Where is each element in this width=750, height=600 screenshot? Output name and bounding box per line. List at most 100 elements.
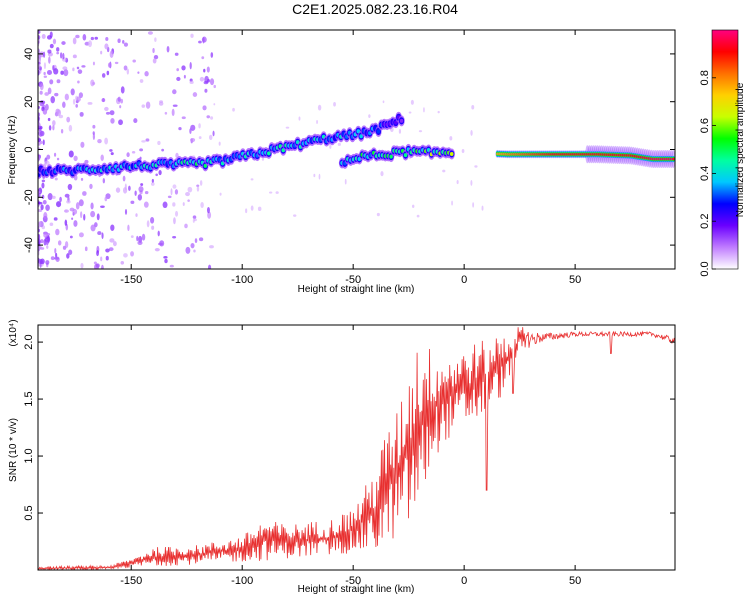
spectrogram-noise-blob xyxy=(101,73,106,78)
spectrogram-noise-blob xyxy=(139,148,144,152)
spectrogram-noise-blob xyxy=(38,112,41,117)
spectrogram-noise-blob xyxy=(92,124,96,129)
spectrogram-noise-blob xyxy=(172,202,176,207)
spectrogram-noise-blob xyxy=(170,188,173,196)
spectrogram-noise-blob xyxy=(90,224,96,232)
spectrogram-noise-blob xyxy=(45,238,49,246)
spectrogram-noise-blob xyxy=(208,264,212,269)
spectrogram-noise-blob xyxy=(80,211,83,219)
spectrogram-noise-blob xyxy=(120,260,125,265)
spectrogram-noise-blob xyxy=(109,110,115,116)
spectrogram-x-tick-label: -100 xyxy=(231,274,253,286)
spectrogram-noise-blob xyxy=(68,249,73,255)
spectrogram-noise-blob xyxy=(44,92,49,96)
spectrogram-noise-blob xyxy=(56,47,60,52)
spectrogram-noise-blob xyxy=(108,247,114,252)
spectrogram-noise-blob xyxy=(104,196,108,202)
spectrogram-noise-blob xyxy=(181,116,186,120)
spectrogram-noise-blob xyxy=(158,169,162,176)
spectrogram-noise-blob xyxy=(198,136,202,140)
spectrogram-noise-blob xyxy=(73,155,78,162)
spectrogram-noise-blob xyxy=(192,92,198,97)
spectrogram-noise-blob xyxy=(213,84,217,89)
spectrogram-noise-blob xyxy=(123,253,128,258)
spectrogram-noise-blob xyxy=(75,34,80,39)
spectrogram-noise-blob xyxy=(55,256,60,262)
snr-y-tick-label: 2.0 xyxy=(23,334,35,349)
spectrogram-noise-blob xyxy=(449,136,453,141)
spectrogram-noise-blob xyxy=(329,144,332,149)
spectrogram-noise-blob xyxy=(126,152,130,158)
spectrogram-noise-blob xyxy=(58,114,64,119)
spectrogram-noise-blob xyxy=(418,130,423,133)
spectrogram-noise-blob xyxy=(442,169,446,173)
spectrogram-noise-blob xyxy=(182,202,185,206)
spectrogram-noise-blob xyxy=(67,183,73,191)
spectrogram-y-tick-label: 40 xyxy=(23,48,35,60)
spectrogram-noise-blob xyxy=(451,200,453,206)
spectrogram-noise-blob xyxy=(90,36,95,41)
spectrogram-noise-blob xyxy=(199,180,203,186)
spectrogram-noise-blob xyxy=(87,40,92,48)
spectrogram-y-tick-label: 20 xyxy=(23,96,35,108)
colorbar-tick-label: 0.8 xyxy=(699,70,711,85)
spectrogram-noise-blob xyxy=(139,79,144,83)
spectrogram-noise-blob xyxy=(382,100,385,104)
spectrogram-main-trace-mark xyxy=(376,129,381,134)
spectrogram-secondary-trace-mark xyxy=(449,151,454,156)
snr-y-tick-label: 0.5 xyxy=(23,505,35,520)
colorbar-ticks: 0.0 0.2 0.4 0.6 0.8 xyxy=(699,70,716,277)
spectrogram-noise-blob xyxy=(141,104,146,108)
spectrogram-noise-blob xyxy=(213,103,216,106)
spectrogram-noise-blob xyxy=(157,230,160,237)
spectrogram-noise-blob xyxy=(144,71,149,77)
spectrogram-noise-blob xyxy=(38,221,42,227)
spectrogram-noise-blob xyxy=(90,202,94,210)
spectrogram-noise-blob xyxy=(232,107,235,112)
spectrogram-noise-blob xyxy=(72,37,77,45)
spectrogram-noise-blob xyxy=(56,201,62,208)
spectrogram-noise-blob xyxy=(198,40,202,44)
spectrogram-noise-blob xyxy=(261,158,265,161)
spectrogram-y-tick-label: 0 xyxy=(23,146,35,152)
spectrogram-noise-blob xyxy=(94,36,99,40)
spectrogram-noise-blob xyxy=(196,184,200,188)
spectrogram-noise-blob xyxy=(218,141,221,146)
spectrogram-noise-blob xyxy=(38,228,41,233)
snr-x-tick-label: 0 xyxy=(461,575,467,587)
spectrogram-noise-blob xyxy=(51,195,56,200)
spectrogram-noise-blob xyxy=(50,256,55,261)
spectrogram-noise-blob xyxy=(316,120,318,124)
spectrogram-noise-blob xyxy=(49,222,54,227)
colorbar-tick-label: 0.6 xyxy=(699,118,711,133)
spectrogram-noise-blob xyxy=(130,235,134,238)
spectrogram-noise-blob xyxy=(44,103,49,111)
snr-series-line xyxy=(38,327,675,570)
spectrogram-noise-blob xyxy=(471,104,475,110)
spectrogram-noise-blob xyxy=(172,89,177,95)
spectrogram-noise-blob xyxy=(63,68,69,77)
spectrogram-noise-blob xyxy=(119,105,122,109)
spectrogram-noise-blob xyxy=(161,148,165,152)
spectrogram-noise-blob xyxy=(190,124,196,131)
spectrogram-noise-blob xyxy=(38,209,43,213)
spectrogram-noise-blob xyxy=(68,150,74,158)
spectrogram-noise-blob xyxy=(206,115,211,119)
spectrogram-noise-blob xyxy=(194,238,198,243)
spectrogram-noise-blob xyxy=(40,204,44,211)
spectrogram-noise-blob xyxy=(106,70,110,76)
spectrogram-noise-blob xyxy=(127,224,130,232)
spectrogram-x-ticks: -150 -100 -50 0 50 xyxy=(120,30,581,286)
spectrogram-noise-blob xyxy=(150,182,155,186)
spectrogram-noise-blob xyxy=(133,118,138,124)
spectrogram-noise-blob xyxy=(187,199,190,202)
spectrogram-noise-blob xyxy=(73,220,78,227)
spectrogram-noise-blob xyxy=(203,81,209,85)
spectrogram-noise-blob xyxy=(155,173,158,177)
spectrogram-noise-blob xyxy=(47,49,52,54)
spectrogram-noise-blob xyxy=(153,54,159,60)
spectrogram-noise-blob xyxy=(152,58,157,64)
spectrogram-noise-blob xyxy=(38,35,41,40)
spectrogram-plot-area xyxy=(38,30,675,269)
